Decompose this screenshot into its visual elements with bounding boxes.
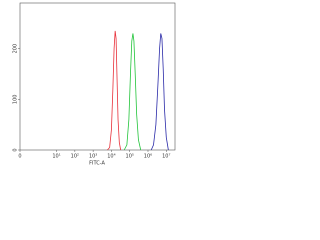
y-tick-label: 200 [13, 44, 19, 54]
x-tick-label: 10⁶ [144, 154, 152, 160]
x-tick-label: 10² [71, 154, 79, 160]
plot-frame [19, 2, 176, 151]
y-tick-label: 100 [13, 95, 19, 105]
x-tick-label: 10⁴ [107, 154, 115, 160]
x-tick-label: 10³ [89, 154, 97, 160]
x-axis-label: FITC-A [89, 161, 105, 167]
page: {"chart_data": {"type": "line", "x_label… [12, 2, 176, 167]
chart: FITC-A 0 10¹ 10² 10³ 10⁴ 10⁵ 10⁶ 10⁷ 0 100 200 [13, 2, 176, 167]
histogram-line [107, 30, 122, 151]
histogram-line [150, 33, 169, 151]
x-tick-label: 0 [18, 154, 21, 160]
x-tick-label: 10⁵ [126, 154, 134, 160]
y-tick-label: 0 [13, 148, 19, 151]
x-tick-label: 10¹ [52, 154, 60, 160]
x-tick-label: 10⁷ [162, 154, 170, 160]
histogram-line [123, 33, 142, 151]
